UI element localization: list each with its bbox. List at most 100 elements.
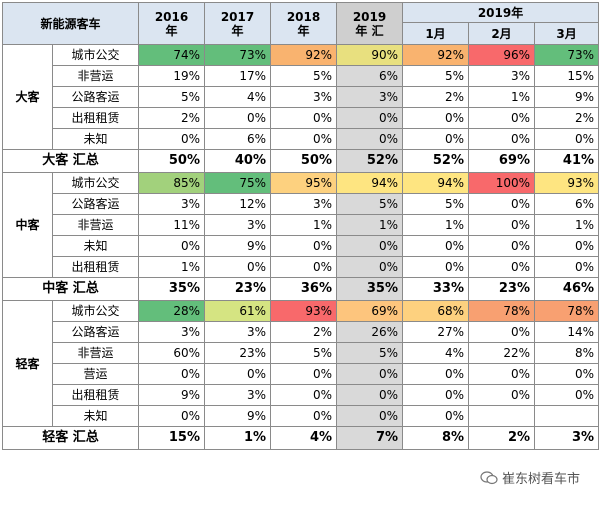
value-cell: 0% <box>534 363 600 385</box>
value-cell: 0% <box>336 256 404 278</box>
month-header-feb: 2月 <box>468 22 536 45</box>
value-cell: 0% <box>468 256 536 278</box>
value-cell: 0% <box>270 405 338 427</box>
value-cell: 96% <box>468 44 536 66</box>
total-value-cell: 3% <box>534 426 600 450</box>
wechat-icon <box>480 470 498 484</box>
value-cell: 0% <box>270 256 338 278</box>
table-row: 大客 城市公交 74% 73% 92% 90% 92% 96% 73% <box>2 44 600 150</box>
value-cell: 5% <box>336 193 404 215</box>
table-row: 非营运 60% 23% 5% 5% 4% 22% 8% <box>3 342 600 364</box>
value-cell: 94% <box>336 172 404 194</box>
value-cell: 85% <box>138 172 206 194</box>
total-value-cell: 50% <box>138 149 206 173</box>
table-row: 出租租赁 2% 0% 0% 0% 0% 0% 2% <box>3 107 600 129</box>
total-value-cell: 40% <box>204 149 272 173</box>
total-value-cell: 50% <box>270 149 338 173</box>
table-row: 未知 0% 6% 0% 0% 0% 0% 0% <box>3 128 600 150</box>
value-cell: 0% <box>138 363 206 385</box>
value-cell: 2% <box>270 321 338 343</box>
table-row: 轻客 城市公交 28% 61% 93% 69% 68% 78% 78% <box>2 300 600 427</box>
category-label: 非营运 <box>51 214 140 236</box>
value-cell: 3% <box>138 321 206 343</box>
value-cell: 14% <box>534 321 600 343</box>
value-cell: 9% <box>138 384 206 406</box>
value-cell: 0% <box>336 384 404 406</box>
value-cell: 0% <box>204 363 272 385</box>
value-cell: 6% <box>336 65 404 87</box>
category-label: 城市公交 <box>51 44 140 66</box>
total-row: 中客 汇总 35% 23% 36% 35% 33% 23% 46% <box>1 277 600 301</box>
total-value-cell: 46% <box>534 277 600 301</box>
value-cell: 0% <box>468 363 536 385</box>
value-cell: 0% <box>336 107 404 129</box>
value-cell: 0% <box>336 128 404 150</box>
value-cell: 100% <box>468 172 536 194</box>
total-value-cell: 7% <box>336 426 404 450</box>
table-row: 非营运 11% 3% 1% 1% 1% 0% 1% <box>3 214 600 236</box>
total-value-cell: 52% <box>402 149 470 173</box>
total-label: 中客 汇总 <box>1 277 140 301</box>
category-label: 非营运 <box>51 65 140 87</box>
total-value-cell: 4% <box>270 426 338 450</box>
value-cell: 0% <box>534 128 600 150</box>
table-row: 中客 城市公交 85% 75% 95% 94% 94% 100% 93% <box>2 172 600 278</box>
total-value-cell: 15% <box>138 426 206 450</box>
value-cell: 0% <box>468 193 536 215</box>
value-cell: 4% <box>402 342 470 364</box>
group-label: 大客 <box>2 44 53 150</box>
table-row: 未知 0% 9% 0% 0% 0% 0% 0% <box>3 235 600 257</box>
value-cell: 0% <box>336 405 404 427</box>
value-cell: 3% <box>204 214 272 236</box>
value-cell: 19% <box>138 65 206 87</box>
value-cell: 5% <box>402 193 470 215</box>
value-cell: 12% <box>204 193 272 215</box>
category-label: 未知 <box>51 128 140 150</box>
watermark-text: 崔东树看车市 <box>501 472 580 487</box>
value-cell: 1% <box>402 214 470 236</box>
value-cell: 0% <box>402 363 470 385</box>
value-cell: 0% <box>204 256 272 278</box>
year-header-2017: 2017 年 <box>204 2 272 45</box>
value-cell: 5% <box>270 342 338 364</box>
value-cell: 3% <box>204 384 272 406</box>
value-cell: 94% <box>402 172 470 194</box>
value-cell: 0% <box>270 384 338 406</box>
value-cell: 2% <box>402 86 470 108</box>
value-cell: 74% <box>138 44 206 66</box>
value-cell: 0% <box>138 128 206 150</box>
group-label: 轻客 <box>2 300 53 427</box>
table-row: 公路客运 3% 12% 3% 5% 5% 0% 6% <box>3 193 600 215</box>
value-cell <box>534 405 600 427</box>
value-cell: 0% <box>270 128 338 150</box>
category-label: 未知 <box>51 405 140 427</box>
table-row: 出租租赁 9% 3% 0% 0% 0% 0% 0% <box>3 384 600 406</box>
value-cell: 61% <box>204 300 272 322</box>
table-row: 营运 0% 0% 0% 0% 0% 0% 0% <box>3 363 600 385</box>
group-header-2019: 2019年 <box>402 2 600 23</box>
value-cell: 5% <box>270 65 338 87</box>
value-cell: 0% <box>138 235 206 257</box>
value-cell: 0% <box>270 107 338 129</box>
value-cell: 28% <box>138 300 206 322</box>
value-cell: 0% <box>468 235 536 257</box>
value-cell: 95% <box>270 172 338 194</box>
value-cell: 0% <box>402 256 470 278</box>
value-cell: 1% <box>270 214 338 236</box>
value-cell: 5% <box>336 342 404 364</box>
value-cell: 9% <box>534 86 600 108</box>
value-cell: 3% <box>138 193 206 215</box>
total-value-cell: 35% <box>336 277 404 301</box>
value-cell: 93% <box>534 172 600 194</box>
group-label: 中客 <box>2 172 53 278</box>
value-cell: 27% <box>402 321 470 343</box>
value-cell: 22% <box>468 342 536 364</box>
value-cell: 5% <box>402 65 470 87</box>
value-cell: 6% <box>534 193 600 215</box>
value-cell: 0% <box>402 107 470 129</box>
value-cell: 69% <box>336 300 404 322</box>
value-cell: 73% <box>204 44 272 66</box>
total-value-cell: 1% <box>204 426 272 450</box>
value-cell: 1% <box>138 256 206 278</box>
value-cell: 0% <box>468 214 536 236</box>
